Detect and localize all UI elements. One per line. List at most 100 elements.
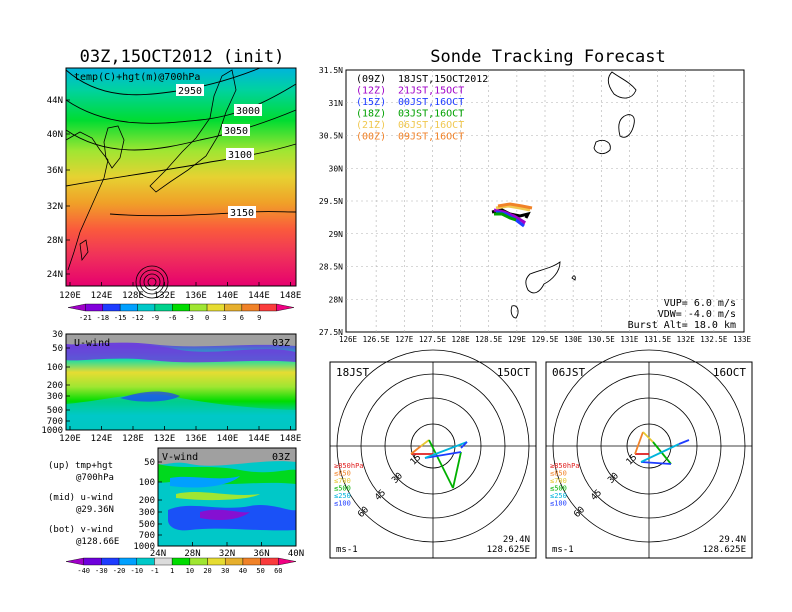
wind-colorbar-tick: -30	[95, 567, 108, 575]
u-wind-x-label: 132E	[154, 434, 176, 444]
v-wind-y-label: 50	[144, 458, 155, 468]
temp-colorbar-tick: 9	[257, 314, 261, 322]
u-wind-x-label: 136E	[185, 434, 207, 444]
track-lon-ticks: 126E 126.5E 127E 127.5E 128E 128.5E 129E 129.5E…	[339, 335, 752, 344]
temp-colorbar-cell	[137, 303, 156, 312]
wind-colorbar-cell	[225, 557, 244, 566]
svg-text:3050: 3050	[224, 126, 248, 137]
v-wind-x-ticks: 24N 28N 32N 36N 40N	[150, 542, 304, 559]
u-wind-y-label: 30	[52, 330, 63, 340]
hodograph-trace-segment	[420, 439, 430, 447]
temp-colorbar-cell	[85, 303, 103, 312]
hodograph-trace-segment	[640, 443, 680, 463]
wind-colorbar: -40 -30 -20 -10 -1 1 10 20 30 40 50 60	[65, 557, 297, 575]
wind-colorbar-cell	[101, 557, 120, 566]
temp-colorbar-tick: 6	[240, 314, 244, 322]
wind-colorbar-tick: 10	[186, 567, 194, 575]
note-bot-b: @128.66E	[76, 537, 119, 547]
map-lon-label: 128E	[122, 291, 144, 301]
track-lat-label: 28N	[329, 295, 344, 304]
v-wind-y-label: 200	[139, 496, 155, 506]
note-up-b: @700hPa	[76, 473, 114, 483]
hodograph-legend-entry: ≤100	[334, 500, 351, 508]
wind-colorbar-cell	[260, 557, 279, 566]
note-up-a: (up) tmp+hgt	[48, 461, 113, 471]
hodograph-trace-segment	[640, 461, 672, 465]
hodograph-unit: ms-1	[552, 545, 574, 555]
hodograph-trace-segment	[424, 451, 462, 459]
track-lon-label: 128.5E	[475, 335, 503, 344]
island-north	[607, 71, 637, 99]
track-legend-utc: (18Z)	[356, 109, 386, 120]
track-legend-jst: 18JST,15OCT2012	[398, 74, 488, 85]
track-legend-jst: 21JST,15OCT	[398, 86, 464, 97]
u-wind-time: 03Z	[272, 338, 290, 349]
map-lon-label: 132E	[154, 291, 176, 301]
track-lon-label: 130.5E	[588, 335, 616, 344]
v-wind-label: V-wind	[162, 452, 198, 463]
u-wind-y-label: 50	[52, 344, 63, 354]
u-wind-x-label: 140E	[217, 434, 239, 444]
hodograph-lat: 29.4N	[503, 535, 530, 545]
v-wind-time: 03Z	[272, 452, 290, 463]
svg-text:2950: 2950	[178, 86, 202, 97]
island-tokunoshima	[510, 305, 519, 319]
map-lat-label: 36N	[47, 166, 63, 176]
track-18z	[494, 212, 517, 222]
note-mid-b: @29.36N	[76, 505, 114, 515]
wind-colorbar-tick: 1	[170, 567, 174, 575]
wind-colorbar-tick: -40	[77, 567, 90, 575]
map-lat-label: 28N	[47, 236, 63, 246]
u-wind-x-label: 144E	[248, 434, 270, 444]
temp-colorbar-cell	[119, 303, 138, 312]
wind-colorbar-tick: 20	[203, 567, 211, 575]
contour-3100	[65, 143, 297, 187]
hodograph-legend-entry: ≤700	[550, 477, 567, 485]
temperature-map-panel: temp(C)+hgt(m)@700hPa 2950 3000 3050 310…	[47, 67, 301, 301]
track-legend: (09Z) 18JST,15OCT2012 (12Z) 21JST,15OCT (15Z…	[356, 74, 488, 143]
track-lat-label: 27.5N	[319, 328, 343, 337]
track-lat-label: 30.5N	[319, 132, 343, 141]
wind-colorbar-cell	[118, 557, 137, 566]
temp-colorbar-cell	[241, 303, 260, 312]
v-wind-x-label: 40N	[288, 549, 304, 559]
vdw-readout: VDW= -4.0 m/s	[658, 309, 736, 320]
hodograph-lat: 29.4N	[719, 535, 746, 545]
wind-colorbar-cell	[278, 557, 297, 566]
track-legend-jst: 09JST,16OCT	[398, 132, 464, 143]
track-legend-utc: (00Z)	[356, 132, 386, 143]
temp-colorbar-tick: -21	[79, 314, 92, 322]
v-wind-y-label: 300	[139, 508, 155, 518]
wind-colorbar-cell	[189, 557, 208, 566]
temp-colorbar-cell	[276, 303, 295, 312]
temp-colorbar-tick: -18	[96, 314, 109, 322]
wind-colorbar-tick: -10	[130, 567, 143, 575]
map-lat-label: 32N	[47, 202, 63, 212]
track-lon-label: 127.5E	[419, 335, 447, 344]
v-wind-x-label: 28N	[184, 549, 200, 559]
track-00z	[497, 202, 533, 210]
hodograph-date: 16OCT	[713, 366, 746, 379]
u-wind-x-label: 120E	[59, 434, 81, 444]
hodograph-trace-segment	[634, 431, 644, 455]
taiwan-coast	[79, 239, 89, 262]
contour-2950	[65, 67, 261, 96]
right-title: Sonde Tracking Forecast	[430, 47, 665, 67]
map-lat-label: 40N	[47, 130, 63, 140]
track-lon-label: 130E	[564, 335, 583, 344]
hodograph-unit: ms-1	[336, 545, 358, 555]
hodograph-legend-entry: ≤250	[334, 492, 351, 500]
wind-colorbar-cell	[242, 557, 261, 566]
track-21z	[495, 204, 531, 212]
track-legend-jst: 00JST,16OCT	[398, 97, 464, 108]
contour-labels: 2950 3000 3050 3100 3150	[176, 84, 262, 219]
track-lon-label: 126.5E	[363, 335, 391, 344]
track-legend-utc: (21Z)	[356, 120, 386, 131]
track-lon-label: 131E	[620, 335, 639, 344]
hodograph-trace-segment	[452, 451, 462, 489]
track-lat-ticks: 31.5N 31N 30.5N 30N 29.5N 29N 28.5N 28N 27.5N	[319, 66, 343, 337]
